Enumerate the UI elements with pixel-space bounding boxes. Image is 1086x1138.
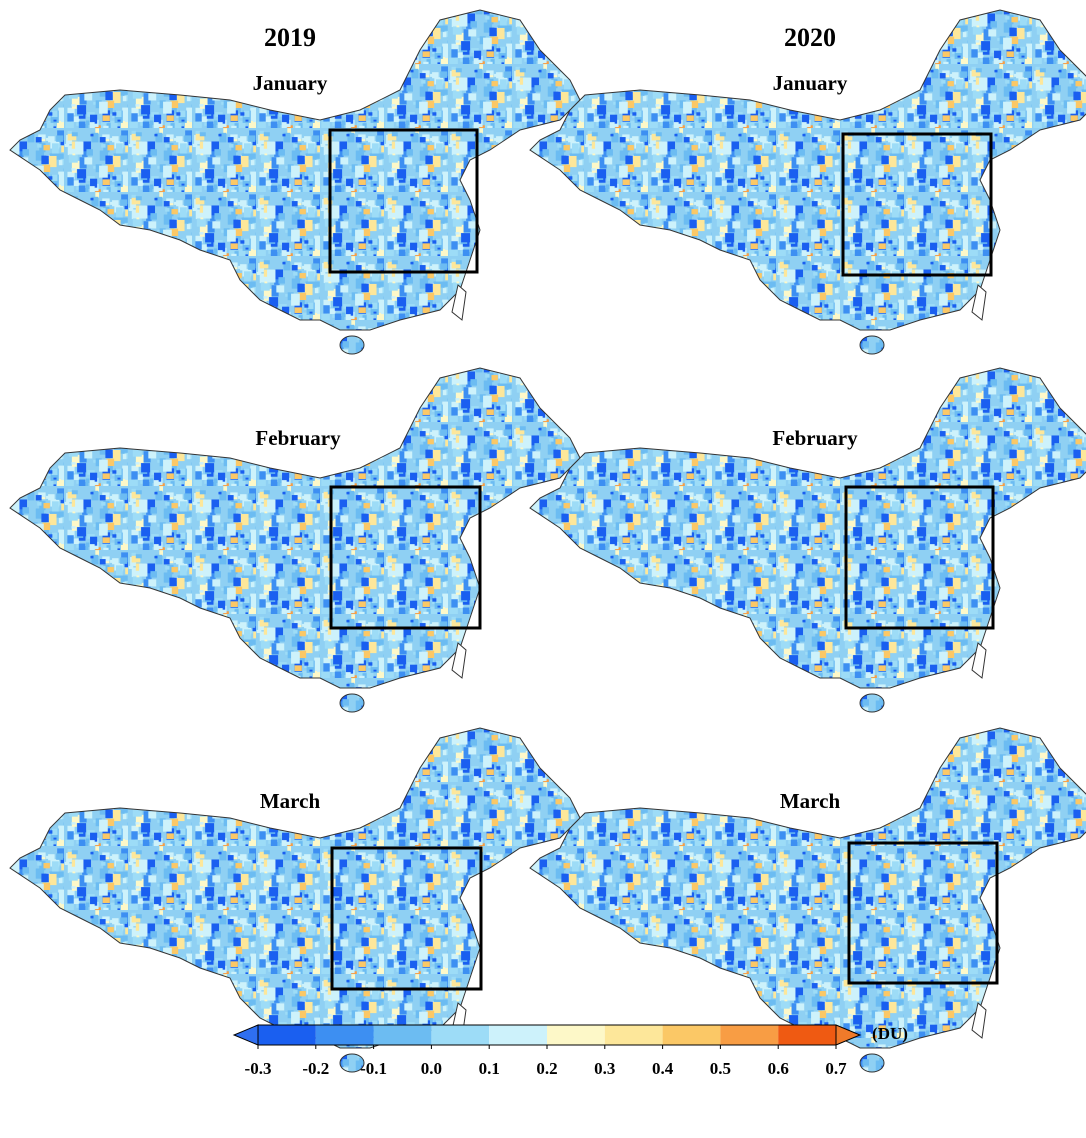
colorbar-tick-label: 0.0 [421, 1059, 442, 1078]
country-shape [10, 368, 580, 688]
map-panel [530, 10, 1086, 354]
panel-title: March [260, 789, 321, 813]
colorbar-segment [489, 1025, 547, 1045]
colorbar-segment [547, 1025, 605, 1045]
colorbar-tick-label: 0.3 [594, 1059, 615, 1078]
colorbar-tick-label: 0.4 [652, 1059, 674, 1078]
island [860, 1054, 884, 1072]
colorbar-segment [605, 1025, 663, 1045]
colorbar-segment [663, 1025, 721, 1045]
panel-title: January [773, 71, 848, 95]
map-panel [10, 368, 580, 712]
map-panel [530, 368, 1086, 712]
colorbar-tick-label: -0.3 [245, 1059, 272, 1078]
island [340, 694, 364, 712]
colorbar-segment [720, 1025, 778, 1045]
colorbar-tick-label: 0.2 [536, 1059, 557, 1078]
country-shape [530, 728, 1086, 1048]
panel-title: March [780, 789, 841, 813]
island [860, 336, 884, 354]
country-shape [530, 10, 1086, 330]
column-title: 2020 [784, 23, 836, 52]
map-panel [530, 728, 1086, 1072]
colorbar-segment [258, 1025, 316, 1045]
colorbar-segment [374, 1025, 432, 1045]
map-panel [10, 728, 580, 1072]
panel-title: January [253, 71, 328, 95]
colorbar-segment [431, 1025, 489, 1045]
country-shape [10, 728, 580, 1048]
column-title: 2019 [264, 23, 316, 52]
country-shape [530, 368, 1086, 688]
colorbar-segment [316, 1025, 374, 1045]
colorbar-tick-label: 0.5 [710, 1059, 731, 1078]
island [860, 694, 884, 712]
figure: 2019 2020 January January February February… [0, 0, 1086, 1138]
colorbar-under-arrow [234, 1025, 258, 1045]
panel-title: February [255, 426, 341, 450]
colorbar-tick-label: -0.2 [302, 1059, 329, 1078]
country-shape [10, 10, 580, 330]
panel-title: February [772, 426, 858, 450]
colorbar-tick-label: -0.1 [360, 1059, 387, 1078]
island [340, 336, 364, 354]
colorbar-unit: (DU) [872, 1024, 908, 1043]
map-panel [10, 10, 580, 354]
colorbar-tick-label: 0.1 [479, 1059, 500, 1078]
colorbar-tick-label: 0.7 [825, 1059, 847, 1078]
colorbar-tick-label: 0.6 [768, 1059, 789, 1078]
colorbar-segment [778, 1025, 836, 1045]
page: {"columns": ["2019", "2020"], "panels": … [0, 0, 1086, 1138]
